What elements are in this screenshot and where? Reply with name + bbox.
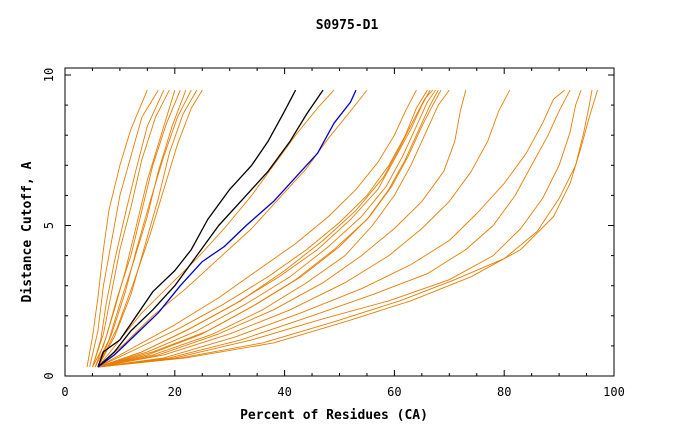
chart-title: S0975-D1 (316, 18, 379, 33)
series-line-22 (97, 89, 442, 368)
series-line-20 (97, 89, 436, 368)
series-line-24 (97, 89, 467, 368)
series-line-11 (97, 89, 297, 368)
y-axis-label: Distance Cutoff, A (20, 161, 35, 302)
series-line-16 (97, 89, 417, 368)
x-tick-label-20: 20 (168, 385, 182, 399)
series-layer (86, 89, 598, 368)
series-line-27 (97, 89, 571, 368)
x-tick-label-60: 60 (387, 385, 401, 399)
series-line-25 (97, 89, 511, 368)
series-line-4 (92, 89, 170, 368)
series-line-30 (97, 89, 598, 368)
x-tick-label-100: 100 (603, 385, 625, 399)
y-tick-label-5: 5 (42, 222, 56, 229)
x-tick-label-80: 80 (497, 385, 511, 399)
series-line-3 (92, 89, 165, 368)
series-line-18 (97, 89, 431, 368)
series-line-9 (97, 89, 198, 368)
series-line-15 (97, 89, 368, 368)
x-tick-label-0: 0 (61, 385, 68, 399)
series-line-21 (97, 89, 439, 368)
ticks-layer: 0 20 40 60 80 100 0 5 10 (42, 68, 625, 399)
y-tick-label-10: 10 (42, 68, 56, 82)
series-line-6 (94, 89, 181, 368)
series-line-7 (94, 89, 187, 368)
x-tick-label-40: 40 (277, 385, 291, 399)
series-line-13 (97, 89, 357, 368)
series-line-28 (97, 89, 582, 368)
series-line-14 (97, 89, 335, 368)
series-line-17 (97, 89, 428, 368)
series-line-8 (97, 89, 192, 368)
series-line-26 (97, 89, 565, 368)
series-line-23 (97, 89, 450, 368)
series-line-19 (97, 89, 434, 368)
y-tick-label-0: 0 (42, 372, 56, 379)
series-line-12 (97, 89, 324, 368)
series-line-10 (97, 89, 203, 368)
series-line-1 (86, 89, 148, 368)
series-line-2 (89, 89, 159, 368)
x-axis-label: Percent of Residues (CA) (240, 408, 428, 423)
